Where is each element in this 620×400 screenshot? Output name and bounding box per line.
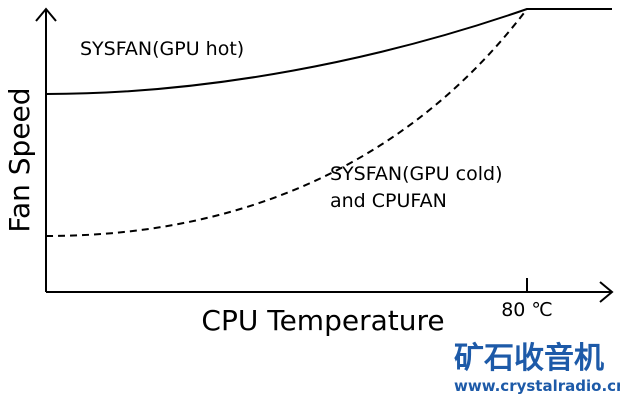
y-axis [35,7,57,292]
curve-gpu-hot [45,8,612,95]
watermark-url: www.crystalradio.cn [454,377,620,395]
x-axis-label: CPU Temperature [201,304,444,337]
curve-label: SYSFAN(GPU hot) [80,38,244,60]
x-tick-label: 80 ℃ [501,299,553,321]
watermark-title: 矿石收音机 [454,341,604,376]
y-axis-label: Fan Speed [3,87,36,232]
curve-label: SYSFAN(GPU cold) [330,163,502,185]
curve-label: and CPUFAN [330,190,447,212]
x-axis [46,281,614,303]
curve-gpu-cold [45,8,528,237]
